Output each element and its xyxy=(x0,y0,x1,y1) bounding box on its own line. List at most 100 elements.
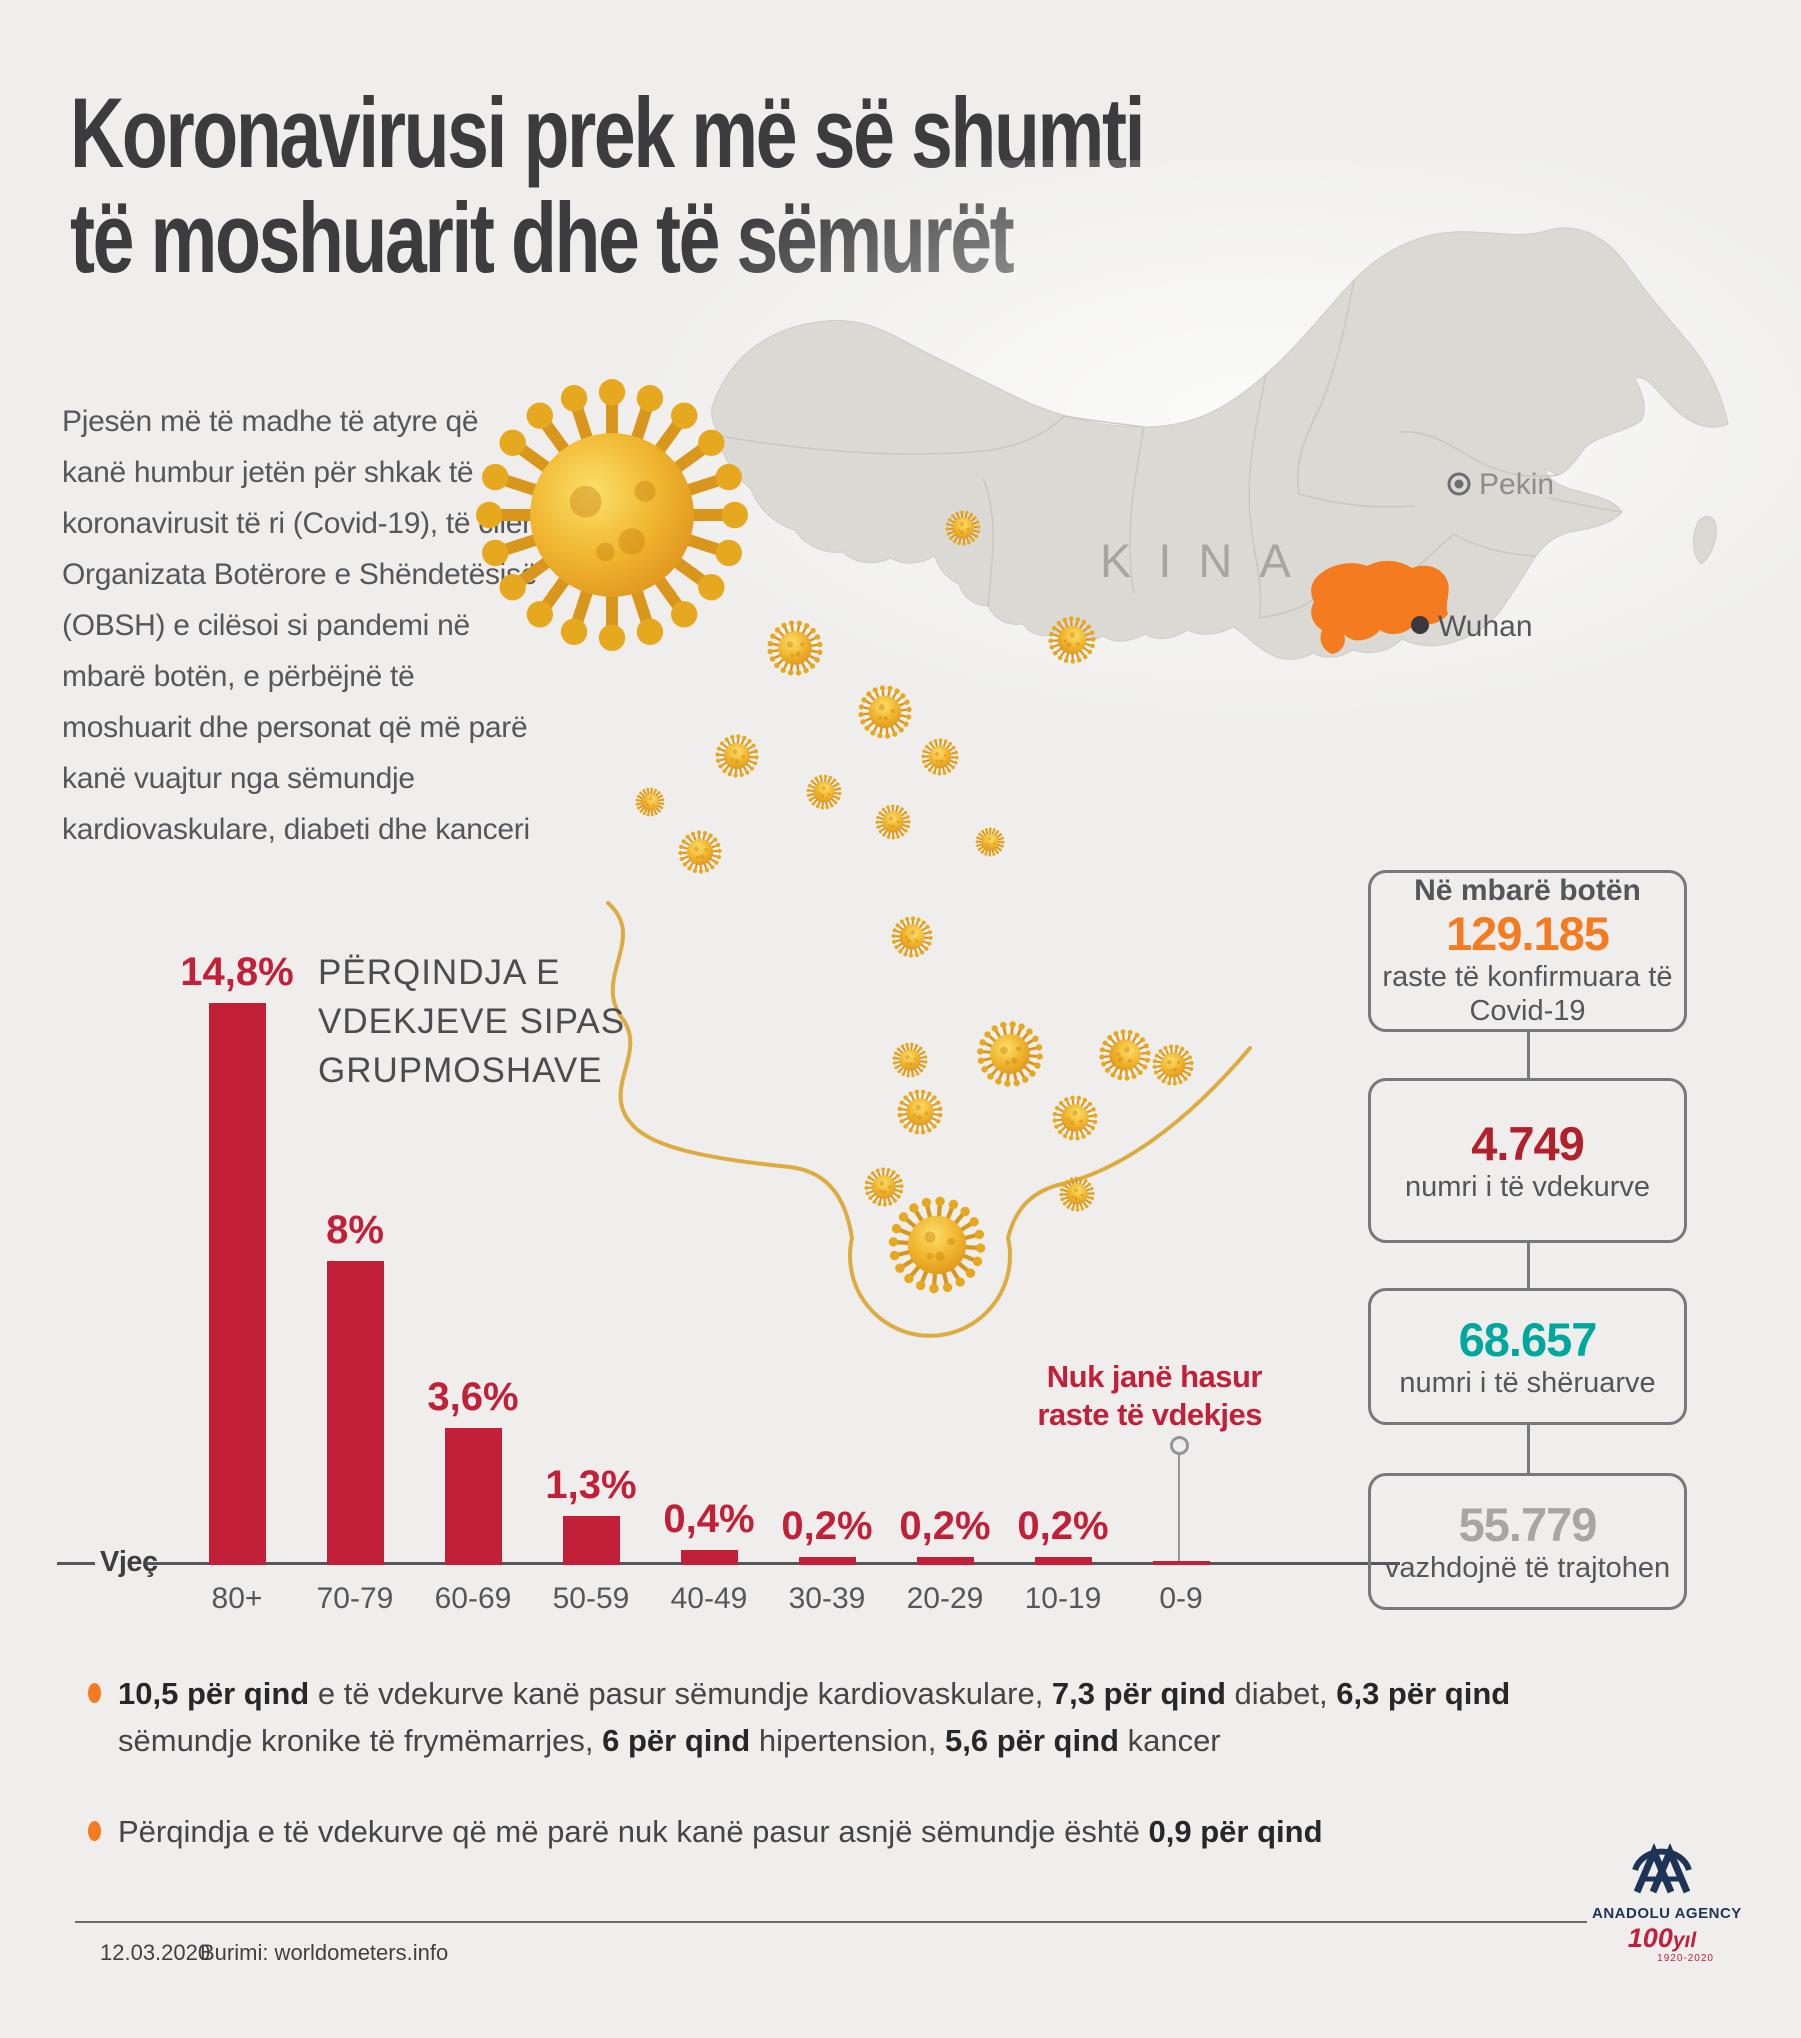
intro-line: Pjesën më të madhe të atyre që xyxy=(62,405,479,438)
china-outline xyxy=(711,227,1729,660)
coronavirus-icon xyxy=(891,916,933,958)
bar-category-label: 70-79 xyxy=(316,1582,394,1615)
stat-caption-line: vazhdojnë të trajtohen xyxy=(1384,1551,1671,1584)
bar-category-label: 10-19 xyxy=(1024,1582,1102,1615)
coronavirus-icon xyxy=(977,1021,1043,1087)
bar xyxy=(680,1550,738,1565)
bar-value-label: 8% xyxy=(326,1208,384,1252)
no-deaths-annotation: Nuk janë hasur raste të vdekjes xyxy=(1037,1359,1262,1432)
bar-category-label: 0-9 xyxy=(1159,1582,1203,1615)
bar-category-label: 60-69 xyxy=(434,1582,512,1615)
stat-value: 55.779 xyxy=(1458,1497,1598,1551)
coronavirus-icon xyxy=(875,804,911,840)
bar-value-label: 3,6% xyxy=(427,1375,519,1419)
coronavirus-icon xyxy=(975,827,1005,857)
stat-caption-line: numri i të vdekurve xyxy=(1405,1170,1650,1203)
stat-box-title: Në mbarë botën xyxy=(1414,874,1641,907)
bar xyxy=(798,1557,856,1565)
bar-value-label: 0,2% xyxy=(899,1504,991,1548)
coronavirus-icon xyxy=(1152,1044,1194,1086)
china-map: KINA Pekin Wuhan xyxy=(711,227,1729,660)
city-marker-icon xyxy=(1411,616,1429,634)
logo-name: ANADOLU AGENCY xyxy=(1592,1905,1742,1922)
intro-line: Organizata Botërore e Shëndetësisë xyxy=(62,558,538,591)
stat-box: 68.657 numri i të shëruarve xyxy=(1368,1288,1687,1425)
coronavirus-icon xyxy=(888,1196,986,1294)
bullet-list: 10,5 për qind e të vdekurve kanë pasur s… xyxy=(88,1670,1748,1899)
intro-line: mbarë botën, e përbëjnë të xyxy=(62,660,415,693)
bullet-item: 10,5 për qind e të vdekurve kanë pasur s… xyxy=(88,1670,1748,1764)
coronavirus-icon xyxy=(892,1042,928,1078)
bar xyxy=(916,1557,974,1565)
capital-label: Pekin xyxy=(1479,468,1554,501)
stat-box: Në mbarë botën 129.185 raste të konfirmuar… xyxy=(1368,870,1687,1032)
coronavirus-icon xyxy=(806,774,842,810)
coronavirus-icon xyxy=(1099,1029,1151,1081)
chart-title-line: VDEKJEVE SIPAS xyxy=(318,1002,626,1041)
intro-paragraph: Pjesën më të madhe të atyre që kanë humbu… xyxy=(62,396,539,855)
stat-caption-line: raste të konfirmuara të xyxy=(1382,961,1673,993)
bar-value-label: 1,3% xyxy=(545,1463,637,1507)
bar-value-label: 0,4% xyxy=(663,1497,755,1541)
intro-line: kardiovaskulare, diabeti dhe kanceri xyxy=(62,813,530,846)
stat-value: 4.749 xyxy=(1471,1116,1585,1170)
hubei-region xyxy=(1311,560,1449,654)
bar-category-label: 20-29 xyxy=(906,1582,984,1615)
connector-line xyxy=(1527,1243,1530,1288)
logo-years: 1920-2020 xyxy=(1657,1953,1714,1964)
stat-box: 55.779 vazhdojnë të trajtohen xyxy=(1368,1473,1687,1610)
bar-category-label: 30-39 xyxy=(788,1582,866,1615)
chart-title-line: PËRQINDJA E xyxy=(318,953,561,992)
intro-line: kanë vuajtur nga sëmundje xyxy=(62,762,415,795)
bar-category-label: 50-59 xyxy=(552,1582,630,1615)
footer-date: 12.03.2020 xyxy=(100,1940,211,1965)
coronavirus-icon xyxy=(864,1167,904,1207)
bar-value-label: 0,2% xyxy=(1017,1504,1109,1548)
stat-caption: numri i të shëruarve xyxy=(1399,1366,1655,1400)
stat-caption: raste të konfirmuara të Covid-19 xyxy=(1382,960,1672,1028)
stat-caption: numri i të vdekurve xyxy=(1405,1170,1650,1204)
connector-line xyxy=(1527,1425,1530,1473)
intro-line: (OBSH) e cilësoi si pandemi në xyxy=(62,609,470,642)
stat-value: 129.185 xyxy=(1446,907,1610,960)
bullet-dot-icon xyxy=(88,1683,101,1703)
bar xyxy=(1152,1561,1210,1565)
chart-title: PËRQINDJA E VDEKJEVE SIPAS GRUPMOSHAVE xyxy=(318,948,625,1095)
bar xyxy=(562,1516,620,1565)
coronavirus-icon xyxy=(1052,1095,1098,1141)
bar-category-label: 40-49 xyxy=(670,1582,748,1615)
bullet-item: Përqindja e të vdekurve që më parë nuk k… xyxy=(88,1808,1748,1855)
stat-caption-line: numri i të shëruarve xyxy=(1399,1366,1656,1399)
bar xyxy=(326,1261,384,1565)
taiwan-island xyxy=(1693,515,1717,565)
city-label: Wuhan xyxy=(1438,610,1533,643)
annotation-pointer-line xyxy=(1178,1453,1180,1562)
x-axis-line xyxy=(146,1562,1400,1565)
gold-cup-curve xyxy=(606,901,1252,1338)
coronavirus-icon xyxy=(921,738,959,776)
bullet-dot-icon xyxy=(88,1821,101,1841)
x-axis-dash xyxy=(57,1562,95,1565)
aa-monogram-icon xyxy=(1632,1843,1692,1894)
capital-marker-icon xyxy=(1447,472,1471,496)
stat-caption-line: Covid-19 xyxy=(1469,995,1586,1027)
bullet-text: 10,5 për qind e të vdekurve kanë pasur s… xyxy=(118,1676,1511,1758)
bar xyxy=(208,1003,266,1565)
bar xyxy=(1034,1557,1092,1565)
province-borders xyxy=(718,279,1623,619)
coronavirus-icon xyxy=(678,830,722,874)
stat-box: 4.749 numri i të vdekurve xyxy=(1368,1078,1687,1243)
intro-line: moshuarit dhe personat që më parë xyxy=(62,711,528,744)
intro-line: koronavirusit të ri (Covid-19), të cilën xyxy=(62,507,539,540)
coronavirus-icon xyxy=(635,787,665,817)
connector-line xyxy=(1527,1032,1530,1078)
coronavirus-icon xyxy=(1059,1176,1095,1212)
bar-category-label: 80+ xyxy=(211,1582,263,1615)
bar xyxy=(444,1428,502,1565)
anadolu-agency-logo: ANADOLU AGENCY 100yıl 1920-2020 xyxy=(1592,1842,1742,1964)
stat-caption: vazhdojnë të trajtohen xyxy=(1385,1551,1670,1585)
bar-value-label: 14,8% xyxy=(180,950,294,994)
stat-value: 68.657 xyxy=(1458,1312,1598,1366)
intro-line: kanë humbur jetën për shkak të xyxy=(62,456,474,489)
